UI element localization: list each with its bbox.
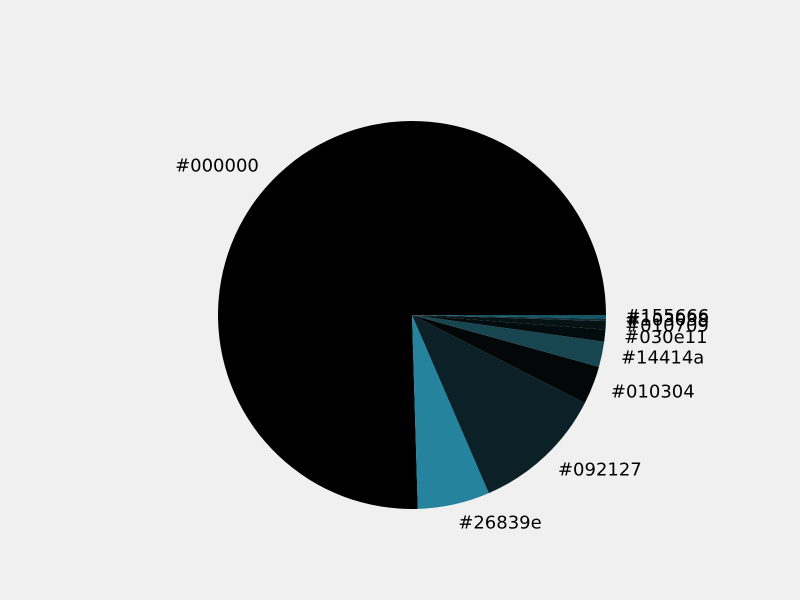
- pie-slice-5: [412, 315, 606, 342]
- pie-slice-label-8: #155666: [625, 306, 709, 327]
- pie-slice-label-2: #092127: [558, 460, 642, 481]
- pie-slice-3: [412, 315, 599, 404]
- pie-slice-4: [412, 315, 605, 367]
- pie-slice-1: [412, 315, 489, 509]
- pie-labels: #000000 #26839e #092127 #010304 #14414a#030e…: [175, 155, 709, 533]
- pie-slice-6: [412, 315, 606, 330]
- pie-slices: [218, 120, 607, 510]
- pie-slice-label-0: #000000: [175, 155, 259, 176]
- pie-slice-8: [412, 315, 606, 319]
- pie-slice-label-3: #010304: [611, 381, 695, 402]
- pie-slice-label-5: #030e11: [624, 327, 707, 348]
- pie-slice-label-4: #14414a: [621, 347, 704, 368]
- pie-slice-label-1: #26839e: [458, 512, 541, 533]
- pie-slice-label-6: #010709: [625, 315, 709, 336]
- pie-slice-2: [412, 315, 585, 494]
- pie-slice-7: [412, 315, 606, 322]
- pie-slice-label-7: #103038: [625, 309, 709, 330]
